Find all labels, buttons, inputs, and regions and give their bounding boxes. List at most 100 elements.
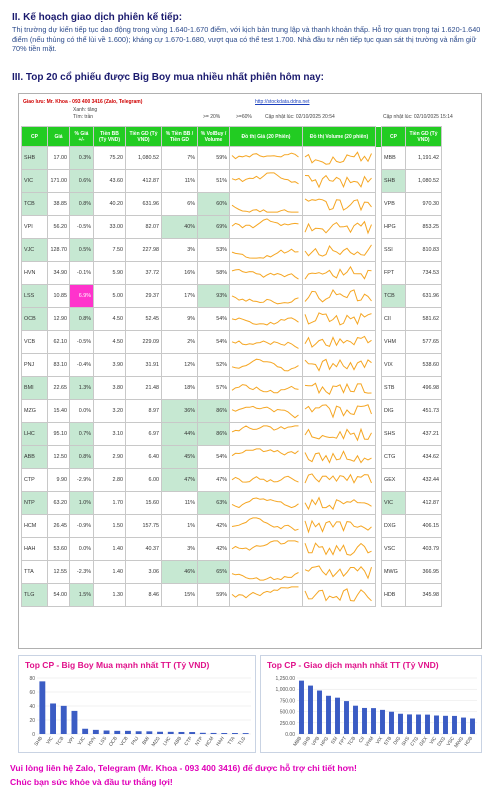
y-tick-label: 250.00 <box>280 721 296 727</box>
cell-right-cp: DIG <box>381 399 406 423</box>
cell-bb-money: 1.30 <box>93 583 126 607</box>
price-sparkline <box>231 517 299 531</box>
cell-volbuy: 57% <box>197 376 230 400</box>
x-tick-label: VIC <box>45 735 55 745</box>
cell-price: 38.85 <box>47 192 70 216</box>
cell-price-chart <box>229 169 303 193</box>
col-volbuy: % VolBuy / Volume <box>197 126 230 147</box>
bar <box>389 711 394 734</box>
volume-sparkline <box>304 473 372 484</box>
price-sparkline <box>231 204 299 213</box>
cell-trade-money: 6.40 <box>125 445 162 469</box>
cell-volume-chart <box>302 422 376 446</box>
cell-change: 1.3% <box>69 376 94 400</box>
cell-change: 0.5% <box>69 238 94 262</box>
cell-bb-ratio: 15% <box>161 583 198 607</box>
cell-volume-chart <box>302 445 376 469</box>
cell-change: 1.0% <box>69 491 94 515</box>
volume-sparkline <box>304 588 372 602</box>
table-row: HCM 26.45 -0.9% 1.50 157.75 1% 42% DXG 406.15 <box>21 514 442 538</box>
x-tick-label: FPT <box>338 736 348 747</box>
table-row: SHB 17.00 0.3% 75.20 1,080.52 7% 59% MBB 1,191.4… <box>21 146 442 170</box>
volume-sparkline <box>304 312 372 326</box>
cell-right-cp: VHM <box>381 330 406 354</box>
section3-title: III. Top 20 cổ phiếu được Big Boy mua nh… <box>12 72 324 83</box>
bar <box>416 714 421 734</box>
table-row: VCB 62.10 -0.5% 4.50 229.09 2% 54% VHM 577.65 <box>21 330 442 354</box>
cell-right-cp: MWG <box>381 560 406 584</box>
site-link[interactable]: http://stockdata.ddns.net <box>255 99 310 105</box>
cell-bb-money: 33.00 <box>93 215 126 239</box>
cell-right-cp: HDB <box>381 583 406 607</box>
cell-right-cp: GEX <box>381 468 406 492</box>
cell-cp: OCB <box>21 307 48 331</box>
x-tick-label: TCB <box>347 736 357 747</box>
trade-chart-svg: 0.00 250.00 500.00 750.00 1,000.00 1,250.00 MB… <box>276 676 477 749</box>
cell-trade-money: 3.06 <box>125 560 162 584</box>
bar <box>210 732 217 734</box>
volume-sparkline <box>304 542 372 556</box>
x-tick-label: OCB <box>108 736 119 748</box>
cell-bb-money: 3.10 <box>93 422 126 446</box>
trade-chart-title: Top CP - Giao dịch mạnh nhất TT (Tỷ VND) <box>267 660 439 670</box>
cell-volume-chart <box>302 330 376 354</box>
bar <box>114 730 121 734</box>
cell-right-trade-money: 1,191.42 <box>405 146 442 170</box>
cell-bb-ratio: 3% <box>161 537 198 561</box>
x-tick-label: DIG <box>392 735 402 746</box>
cell-price-chart <box>229 583 303 607</box>
price-sparkline <box>231 384 299 394</box>
price-sparkline <box>231 475 299 483</box>
cell-trade-money: 229.09 <box>125 330 162 354</box>
cell-price: 9.90 <box>47 468 70 492</box>
cell-bb-money: 7.50 <box>93 238 126 262</box>
price-sparkline <box>231 448 299 457</box>
cell-volbuy: 58% <box>197 261 230 285</box>
cell-trade-money: 15.60 <box>125 491 162 515</box>
cell-cp: VPI <box>21 215 48 239</box>
cell-trade-money: 40.37 <box>125 537 162 561</box>
x-tick-label: CTP <box>183 736 193 747</box>
cell-price: 53.60 <box>47 537 70 561</box>
cell-bb-ratio: 9% <box>161 307 198 331</box>
cell-right-cp: DXG <box>381 514 406 538</box>
x-tick-label: NTP <box>194 736 204 747</box>
x-tick-label: ABB <box>173 736 183 747</box>
cell-trade-money: 8.97 <box>125 399 162 423</box>
cell-bb-ratio: 44% <box>161 422 198 446</box>
threshold-60: >=60% <box>236 114 252 120</box>
cell-price: 95.10 <box>47 422 70 446</box>
bar <box>82 728 89 734</box>
col-change: % Giá +/- <box>69 126 94 147</box>
cell-bb-ratio: 11% <box>161 491 198 515</box>
x-tick-label: VSC <box>446 735 457 747</box>
cell-volbuy: 54% <box>197 445 230 469</box>
cell-volbuy: 51% <box>197 169 230 193</box>
x-tick-label: LHC <box>162 735 173 747</box>
cell-volbuy: 60% <box>197 192 230 216</box>
cell-right-trade-money: 434.62 <box>405 445 442 469</box>
cell-trade-money: 157.75 <box>125 514 162 538</box>
bar <box>50 703 56 734</box>
cell-volume-chart <box>302 307 376 331</box>
cell-volbuy: 86% <box>197 422 230 446</box>
cell-volbuy: 54% <box>197 307 230 331</box>
cell-price: 15.40 <box>47 399 70 423</box>
x-tick-label: SHB <box>33 736 44 748</box>
cell-right-trade-money: 810.83 <box>405 238 442 262</box>
cell-right-trade-money: 345.98 <box>405 583 442 607</box>
bar <box>167 731 174 734</box>
legend-up: Xanh: tăng <box>73 107 98 113</box>
cell-volbuy: 42% <box>197 514 230 538</box>
table-row: MZG 15.40 0.0% 3.20 8.97 36% 86% DIG 451.73 <box>21 399 442 423</box>
cell-volume-chart <box>302 514 376 538</box>
cell-change: 0.8% <box>69 445 94 469</box>
cell-bb-money: 1.40 <box>93 537 126 561</box>
bar <box>39 681 46 734</box>
cell-bb-ratio: 46% <box>161 560 198 584</box>
cell-volume-chart <box>302 238 376 262</box>
cell-volume-chart <box>302 399 376 423</box>
cell-volume-chart <box>302 537 376 561</box>
cell-bb-money: 1.70 <box>93 491 126 515</box>
cell-volbuy: 59% <box>197 146 230 170</box>
